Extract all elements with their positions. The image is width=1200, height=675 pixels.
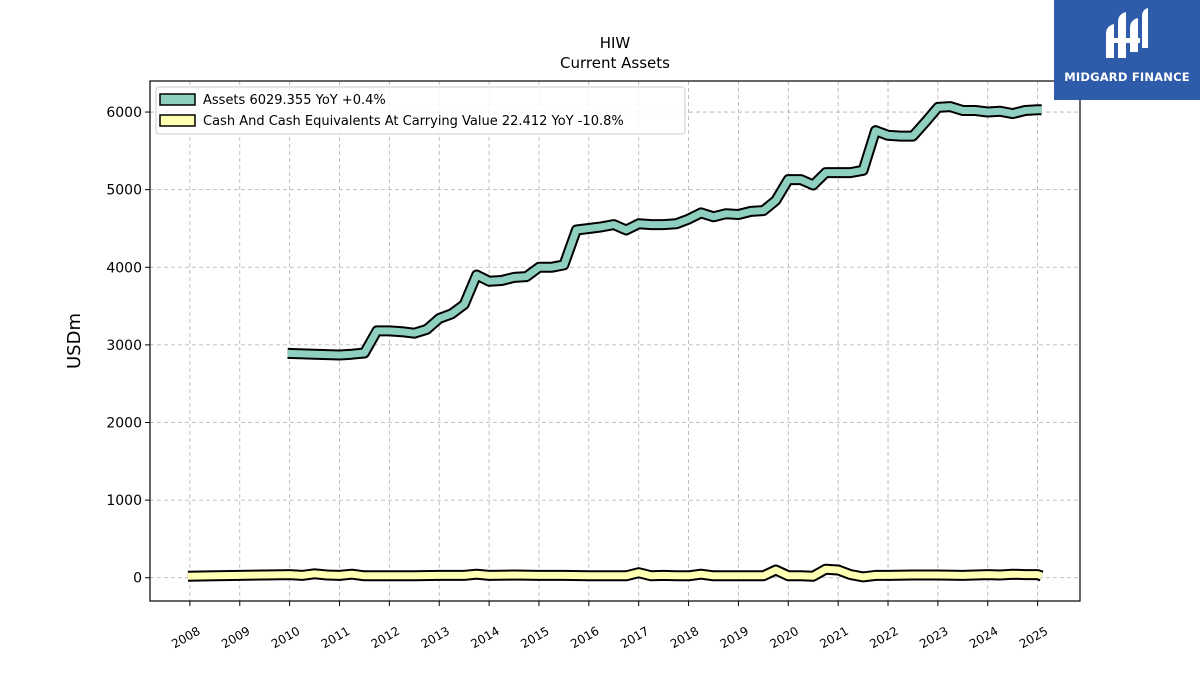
legend-box <box>155 86 686 135</box>
legend-swatch-assets <box>159 93 196 106</box>
x-tick-label: 2008 <box>169 624 202 651</box>
x-tick-label: 2021 <box>817 624 850 651</box>
y-tick-label: 0 <box>133 571 142 587</box>
chart-subtitle: Current Assets <box>560 54 670 72</box>
x-tick-label: 2017 <box>618 624 651 651</box>
y-axis: 0 1000 2000 3000 4000 5000 6000 <box>106 105 150 587</box>
y-axis-label: USDm <box>64 313 85 369</box>
midgard-finance-logo: MIDGARD FINANCE <box>1054 0 1200 100</box>
x-tick-label: 2016 <box>568 624 601 651</box>
x-tick-label: 2025 <box>1017 624 1050 651</box>
y-tick-label: 3000 <box>106 338 142 354</box>
y-tick-label: 1000 <box>106 493 142 509</box>
x-tick-label: 2014 <box>468 624 501 651</box>
grid <box>150 81 1080 601</box>
x-tick-label: 2022 <box>867 624 900 651</box>
y-tick-label: 5000 <box>106 183 142 199</box>
legend: Assets 6029.355 YoY +0.4% Cash And Cash … <box>155 86 686 135</box>
x-axis: 2008 2009 2010 2011 2012 2013 2014 2015 2016 2017… <box>169 601 1050 651</box>
x-tick-label: 2018 <box>668 624 701 651</box>
legend-swatch-cash <box>159 114 196 127</box>
y-tick-label: 6000 <box>106 105 142 121</box>
series-layer <box>187 101 1044 583</box>
x-tick-label: 2011 <box>319 624 352 651</box>
chart-title: HIW <box>600 34 631 52</box>
y-tick-label: 4000 <box>106 260 142 276</box>
plot-frame <box>149 80 1081 602</box>
series-line-1 <box>187 565 1043 581</box>
x-tick-label: 2010 <box>269 624 302 651</box>
logo-text: MIDGARD FINANCE <box>1064 70 1190 84</box>
legend-entry-cash: Cash And Cash Equivalents At Carrying Va… <box>203 114 624 129</box>
x-tick-label: 2019 <box>718 624 751 651</box>
legend-entry-assets: Assets 6029.355 YoY +0.4% <box>203 93 386 108</box>
x-tick-label: 2024 <box>967 624 1000 651</box>
x-tick-label: 2015 <box>518 624 551 651</box>
x-tick-label: 2012 <box>369 624 402 651</box>
x-tick-label: 2020 <box>768 624 801 651</box>
series-line-0 <box>287 103 1042 359</box>
x-tick-label: 2009 <box>219 624 252 651</box>
series-line-outline-0 <box>287 101 1044 361</box>
x-tick-label: 2013 <box>418 624 451 651</box>
y-tick-label: 2000 <box>106 415 142 431</box>
logo-mark-icon <box>1106 8 1148 58</box>
x-tick-label: 2023 <box>917 624 950 651</box>
